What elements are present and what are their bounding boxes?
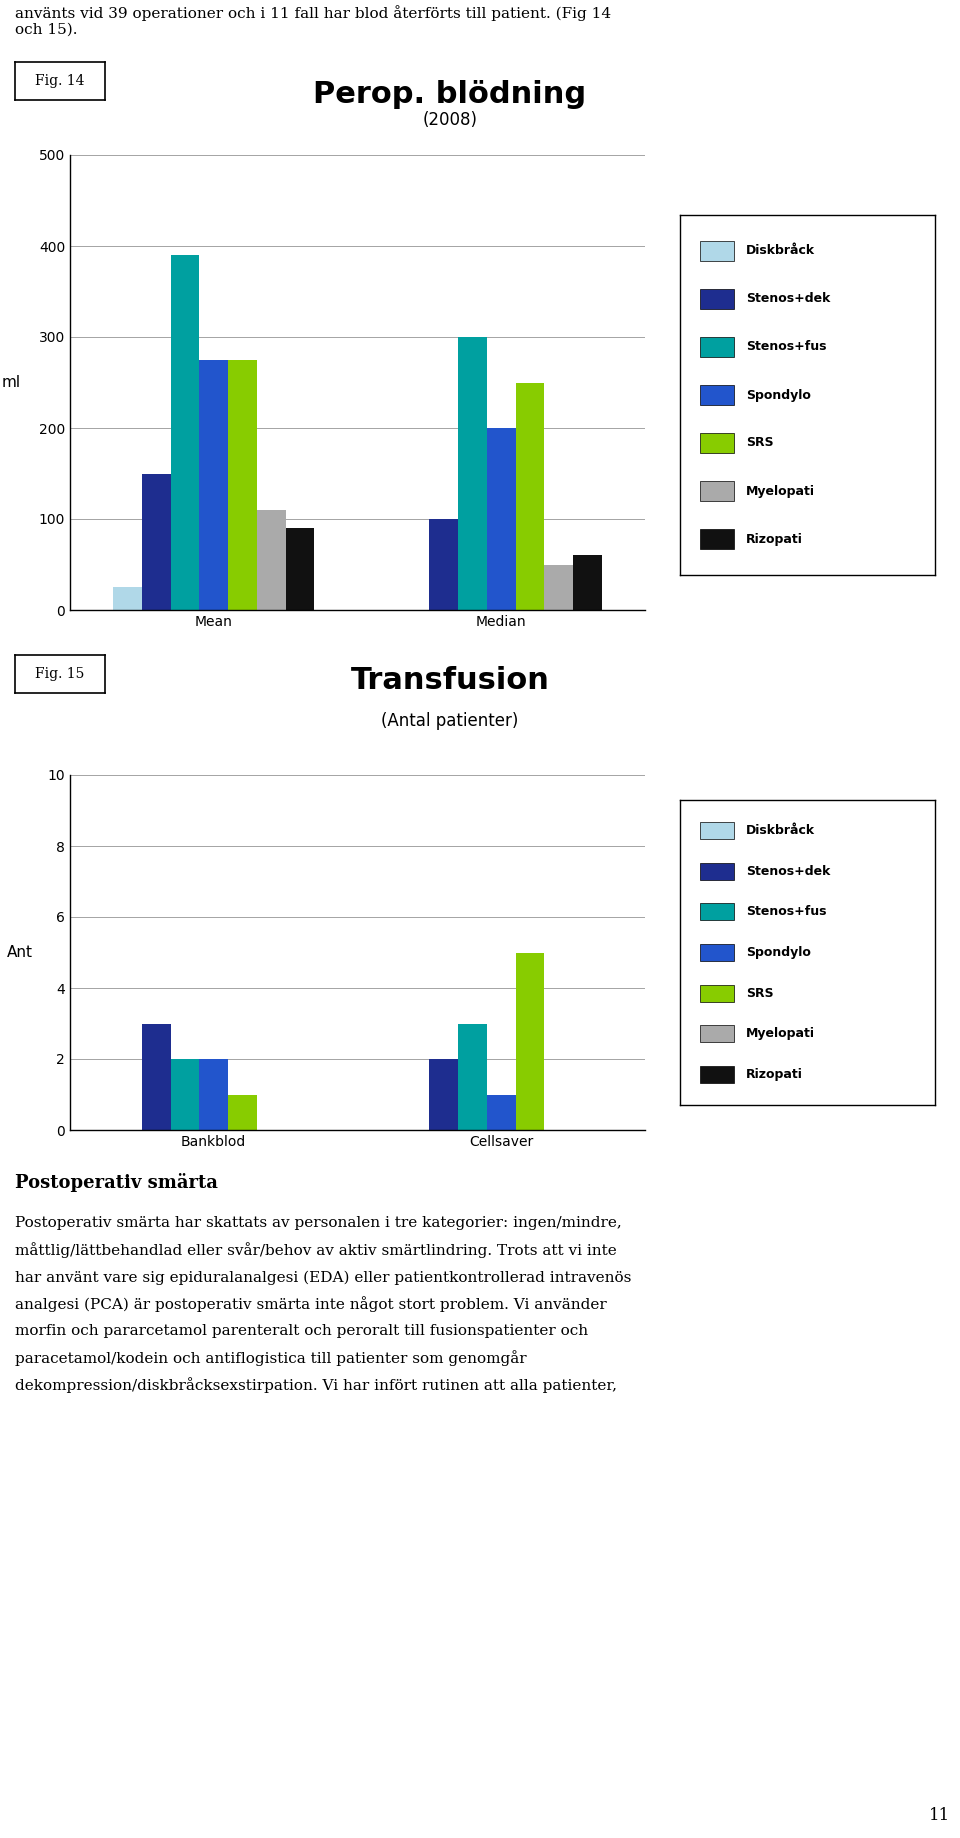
Bar [544,564,573,610]
Text: Fig. 14: Fig. 14 [36,74,84,88]
Text: (Antal patienter): (Antal patienter) [381,713,518,730]
Text: 11: 11 [928,1807,950,1823]
Text: (2008): (2008) [422,110,477,129]
Bar [286,528,314,610]
Text: använts vid 39 operationer och i 11 fall har blod återförts till patient. (Fig 1: använts vid 39 operationer och i 11 fall… [15,6,612,37]
Text: paracetamol/kodein och antiflogistica till patienter som genomgår: paracetamol/kodein och antiflogistica ti… [15,1351,527,1366]
Bar [228,1094,257,1130]
Bar [200,1059,228,1130]
Bar [701,985,733,1002]
Text: måttlig/lättbehandlad eller svår/behov av aktiv smärtlindring. Trots att vi inte: måttlig/lättbehandlad eller svår/behov a… [15,1242,616,1259]
Text: Postoperativ smärta: Postoperativ smärta [15,1173,218,1193]
Text: Myelopati: Myelopati [746,1027,815,1040]
Text: har använt vare sig epiduralanalgesi (EDA) eller patientkontrollerad intravenös: har använt vare sig epiduralanalgesi (ED… [15,1270,632,1285]
Text: Perop. blödning: Perop. blödning [313,81,587,108]
Bar [701,529,733,550]
Text: Fig. 15: Fig. 15 [36,667,84,682]
Bar [429,518,458,610]
Bar [487,1094,516,1130]
Bar [257,509,286,610]
Text: Spondylo: Spondylo [746,388,811,401]
Text: Diskbråck: Diskbråck [746,244,815,257]
Y-axis label: ml: ml [1,375,20,390]
Bar [701,482,733,502]
Text: Rizopati: Rizopati [746,1068,804,1081]
Bar [701,289,733,309]
Text: Postoperativ smärta har skattats av personalen i tre kategorier: ingen/mindre,: Postoperativ smärta har skattats av pers… [15,1217,622,1230]
Bar [701,862,733,880]
Bar [701,904,733,921]
Bar [701,336,733,357]
Text: morfin och pararcetamol parenteralt och peroralt till fusionspatienter och: morfin och pararcetamol parenteralt och … [15,1325,588,1338]
Bar [701,1066,733,1083]
Bar [573,555,602,610]
Bar [701,945,733,961]
Text: SRS: SRS [746,436,774,450]
Text: Stenos+dek: Stenos+dek [746,292,830,305]
Bar [487,428,516,610]
Bar [171,1059,200,1130]
Bar [171,255,200,610]
Bar [701,1026,733,1042]
Bar [516,952,544,1130]
Bar [142,474,171,610]
Bar [701,434,733,452]
Text: Stenos+fus: Stenos+fus [746,340,827,353]
Bar [701,241,733,261]
Text: dekompression/diskbråcksexstirpation. Vi har infört rutinen att alla patienter,: dekompression/diskbråcksexstirpation. Vi… [15,1377,617,1393]
Text: Myelopati: Myelopati [746,485,815,498]
Bar [458,1024,487,1130]
Text: Stenos+dek: Stenos+dek [746,864,830,879]
Bar [142,1024,171,1130]
Text: analgesi (PCA) är postoperativ smärta inte något stort problem. Vi använder: analgesi (PCA) är postoperativ smärta in… [15,1296,607,1312]
Text: Spondylo: Spondylo [746,947,811,959]
Bar [429,1059,458,1130]
Y-axis label: Ant: Ant [7,945,33,959]
Bar [516,382,544,610]
Text: SRS: SRS [746,987,774,1000]
Text: Stenos+fus: Stenos+fus [746,906,827,919]
Bar [200,360,228,610]
Text: Rizopati: Rizopati [746,533,804,546]
Bar [228,360,257,610]
Bar [113,588,142,610]
Bar [458,336,487,610]
Text: Transfusion: Transfusion [350,665,549,695]
Text: Diskbråck: Diskbråck [746,823,815,836]
Bar [701,822,733,838]
Bar [701,386,733,404]
